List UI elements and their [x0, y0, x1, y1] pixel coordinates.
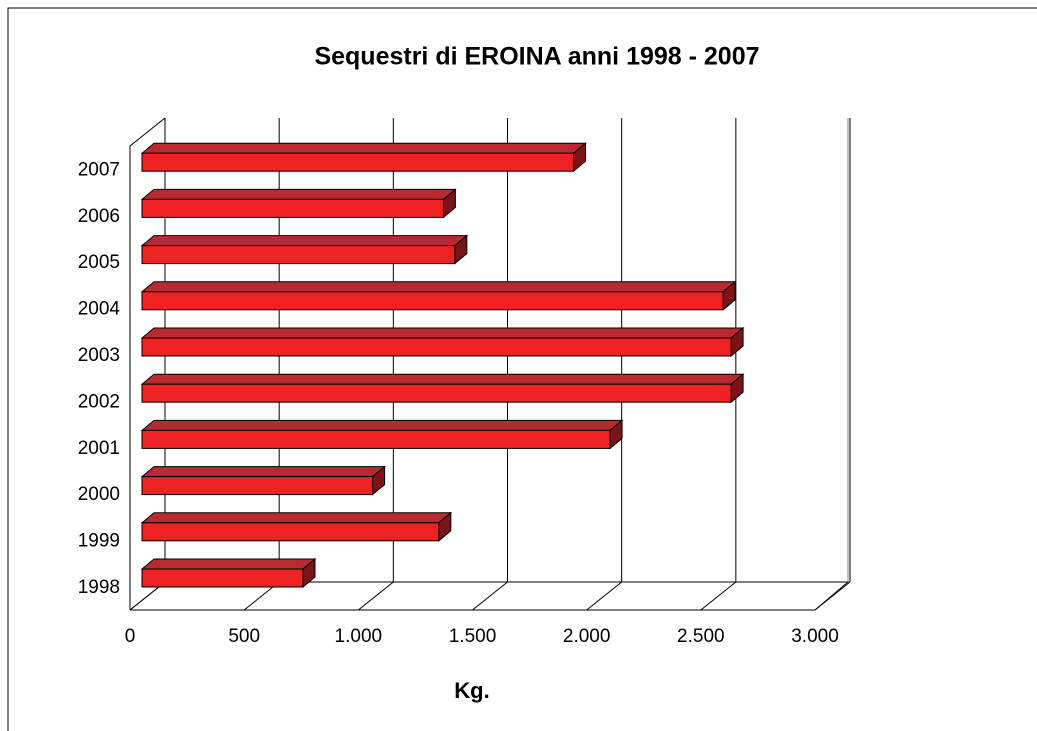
- bar: [140, 511, 453, 542]
- x-tick-label: 2.500: [677, 626, 725, 647]
- y-tick-label: 1999: [78, 531, 120, 552]
- x-tick-label: 2.000: [563, 626, 611, 647]
- bar-top: [140, 373, 745, 385]
- bar-front: [141, 522, 440, 542]
- y-tick-label: 2003: [78, 345, 120, 366]
- bar-front: [141, 245, 456, 265]
- bar-top: [140, 281, 737, 293]
- bar-front: [141, 476, 374, 496]
- frame: [7, 7, 1037, 731]
- floor-grid-line: [358, 581, 394, 611]
- floor-grid-line: [700, 581, 737, 611]
- bar: [140, 419, 624, 450]
- bar-front: [141, 152, 575, 172]
- bar-top: [140, 142, 587, 154]
- x-tick-label: 3.000: [791, 626, 839, 647]
- bar-top: [140, 419, 624, 431]
- bar: [140, 188, 457, 219]
- y-tick-label: 2006: [78, 206, 120, 227]
- chart-title: Sequestri di EROINA anni 1998 - 2007: [314, 43, 759, 71]
- y-tick-label: 2007: [78, 159, 120, 180]
- y-tick-label: 2002: [78, 391, 120, 412]
- y-tick-label: 1998: [78, 577, 120, 598]
- bar: [140, 234, 469, 265]
- bar-top: [140, 188, 457, 200]
- bar: [140, 280, 737, 311]
- bar-front: [141, 383, 732, 403]
- y-tick-label: 2005: [78, 252, 120, 273]
- bar: [140, 465, 386, 496]
- bar: [140, 373, 745, 404]
- bar: [140, 557, 317, 589]
- bar-front: [141, 337, 732, 357]
- bar: [140, 326, 745, 358]
- bar-front: [141, 198, 444, 218]
- bar-front: [141, 291, 724, 311]
- bar-top: [140, 558, 317, 570]
- bar-front: [141, 429, 611, 449]
- y-tick-label: 2001: [78, 438, 120, 459]
- y-tick-label: 2000: [78, 484, 120, 505]
- left-wall: [129, 117, 166, 610]
- bar-front: [141, 568, 304, 588]
- x-tick-label: 1.000: [335, 626, 383, 647]
- floor-grid-line: [472, 581, 508, 611]
- bar-top: [140, 466, 386, 478]
- y-tick-label: 2004: [78, 299, 121, 320]
- floor-grid-line: [586, 581, 622, 611]
- x-tick-label: 1.500: [449, 626, 497, 647]
- x-tick-label: 500: [228, 626, 260, 647]
- bar-top: [140, 327, 745, 339]
- bar: [140, 142, 587, 173]
- x-tick-label: 0: [125, 626, 136, 647]
- bar-top: [140, 512, 453, 524]
- bar-top: [140, 235, 469, 247]
- x-axis-title: Kg.: [454, 678, 489, 703]
- floor-grid-line: [814, 581, 851, 611]
